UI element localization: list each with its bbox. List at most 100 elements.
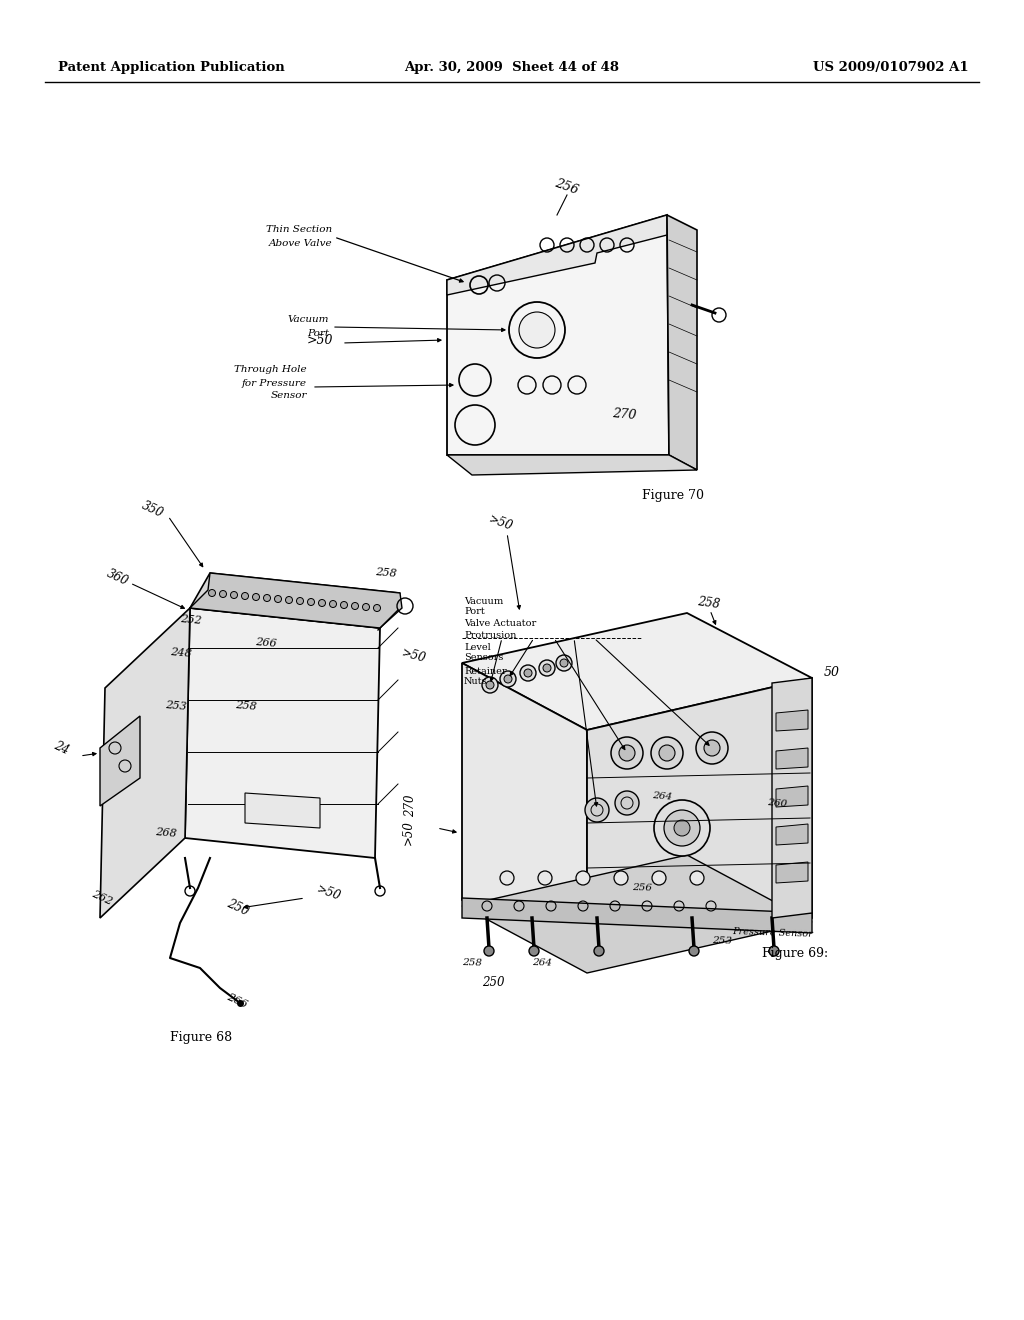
Polygon shape — [462, 663, 587, 968]
Text: Port: Port — [307, 329, 329, 338]
Circle shape — [486, 681, 494, 689]
Polygon shape — [776, 824, 808, 845]
Circle shape — [664, 810, 700, 846]
Circle shape — [520, 665, 536, 681]
Circle shape — [482, 677, 498, 693]
Polygon shape — [587, 678, 812, 968]
Text: Figure 69:: Figure 69: — [762, 946, 828, 960]
Circle shape — [209, 590, 215, 597]
Circle shape — [351, 602, 358, 610]
Text: Sensors: Sensors — [464, 652, 504, 661]
Circle shape — [519, 312, 555, 348]
Text: 360: 360 — [105, 568, 131, 589]
Circle shape — [659, 744, 675, 762]
Text: 258: 258 — [234, 700, 257, 711]
Circle shape — [263, 594, 270, 602]
Circle shape — [504, 675, 512, 682]
Text: 262: 262 — [90, 888, 114, 907]
Polygon shape — [100, 609, 190, 917]
Circle shape — [524, 669, 532, 677]
Text: Port: Port — [464, 606, 484, 615]
Circle shape — [362, 603, 370, 610]
Text: 260: 260 — [767, 797, 787, 808]
Text: >50: >50 — [307, 334, 334, 346]
Polygon shape — [447, 455, 697, 475]
Circle shape — [594, 946, 604, 956]
Circle shape — [654, 800, 710, 855]
Circle shape — [297, 598, 303, 605]
Text: 266: 266 — [225, 991, 249, 1010]
Text: Figure 70: Figure 70 — [642, 488, 705, 502]
Text: Apr. 30, 2009  Sheet 44 of 48: Apr. 30, 2009 Sheet 44 of 48 — [404, 62, 620, 74]
Circle shape — [318, 599, 326, 606]
Polygon shape — [776, 862, 808, 883]
Circle shape — [500, 871, 514, 884]
Text: Above Valve: Above Valve — [268, 239, 332, 248]
Polygon shape — [185, 609, 380, 858]
Circle shape — [611, 737, 643, 770]
Text: Through Hole: Through Hole — [234, 366, 307, 375]
Text: Pressure Sensor: Pressure Sensor — [732, 927, 813, 939]
Text: 258: 258 — [462, 958, 482, 968]
Circle shape — [539, 660, 555, 676]
Text: 248: 248 — [170, 647, 193, 659]
Polygon shape — [462, 898, 812, 933]
Circle shape — [500, 671, 516, 686]
Text: 258: 258 — [375, 568, 397, 579]
Text: 258: 258 — [697, 595, 721, 611]
Circle shape — [705, 741, 720, 756]
Polygon shape — [100, 715, 140, 807]
Circle shape — [674, 820, 690, 836]
Polygon shape — [667, 215, 697, 470]
Circle shape — [374, 605, 381, 611]
Text: for Pressure: for Pressure — [242, 379, 307, 388]
Circle shape — [575, 871, 590, 884]
Circle shape — [230, 591, 238, 598]
Text: 24: 24 — [52, 739, 71, 758]
Text: >50: >50 — [402, 821, 415, 845]
Text: 256: 256 — [554, 177, 581, 197]
Polygon shape — [772, 678, 812, 917]
Text: Level: Level — [464, 643, 490, 652]
Text: Retainer: Retainer — [464, 667, 507, 676]
Text: US 2009/0107902 A1: US 2009/0107902 A1 — [813, 62, 969, 74]
Circle shape — [274, 595, 282, 602]
Text: 256: 256 — [632, 883, 652, 892]
Text: 270: 270 — [612, 408, 637, 422]
Circle shape — [307, 598, 314, 606]
Text: Sensor: Sensor — [270, 391, 307, 400]
Text: 250: 250 — [225, 898, 251, 919]
Polygon shape — [190, 573, 400, 628]
Polygon shape — [245, 793, 319, 828]
Circle shape — [219, 590, 226, 598]
Text: >50: >50 — [315, 883, 343, 903]
Text: Protrusion: Protrusion — [464, 631, 516, 639]
Circle shape — [652, 871, 666, 884]
Circle shape — [614, 871, 628, 884]
Circle shape — [543, 664, 551, 672]
Circle shape — [484, 946, 494, 956]
Text: Nuts: Nuts — [464, 676, 487, 685]
Text: Thin Section: Thin Section — [266, 226, 332, 235]
Polygon shape — [776, 748, 808, 770]
Text: >50: >50 — [487, 512, 515, 533]
Text: 264: 264 — [652, 791, 673, 801]
Text: >50: >50 — [400, 647, 427, 665]
Text: 250: 250 — [482, 977, 505, 990]
Circle shape — [286, 597, 293, 603]
Circle shape — [529, 946, 539, 956]
Text: Vacuum: Vacuum — [464, 597, 503, 606]
Text: 252: 252 — [180, 614, 202, 626]
Polygon shape — [462, 612, 812, 730]
Circle shape — [556, 655, 572, 671]
Text: Patent Application Publication: Patent Application Publication — [58, 62, 285, 74]
Circle shape — [330, 601, 337, 607]
Text: 350: 350 — [140, 499, 166, 520]
Text: 253: 253 — [712, 936, 732, 946]
Text: 268: 268 — [155, 828, 177, 840]
Polygon shape — [462, 855, 812, 973]
Circle shape — [242, 593, 249, 599]
Circle shape — [618, 744, 635, 762]
Polygon shape — [776, 785, 808, 807]
Circle shape — [689, 946, 699, 956]
